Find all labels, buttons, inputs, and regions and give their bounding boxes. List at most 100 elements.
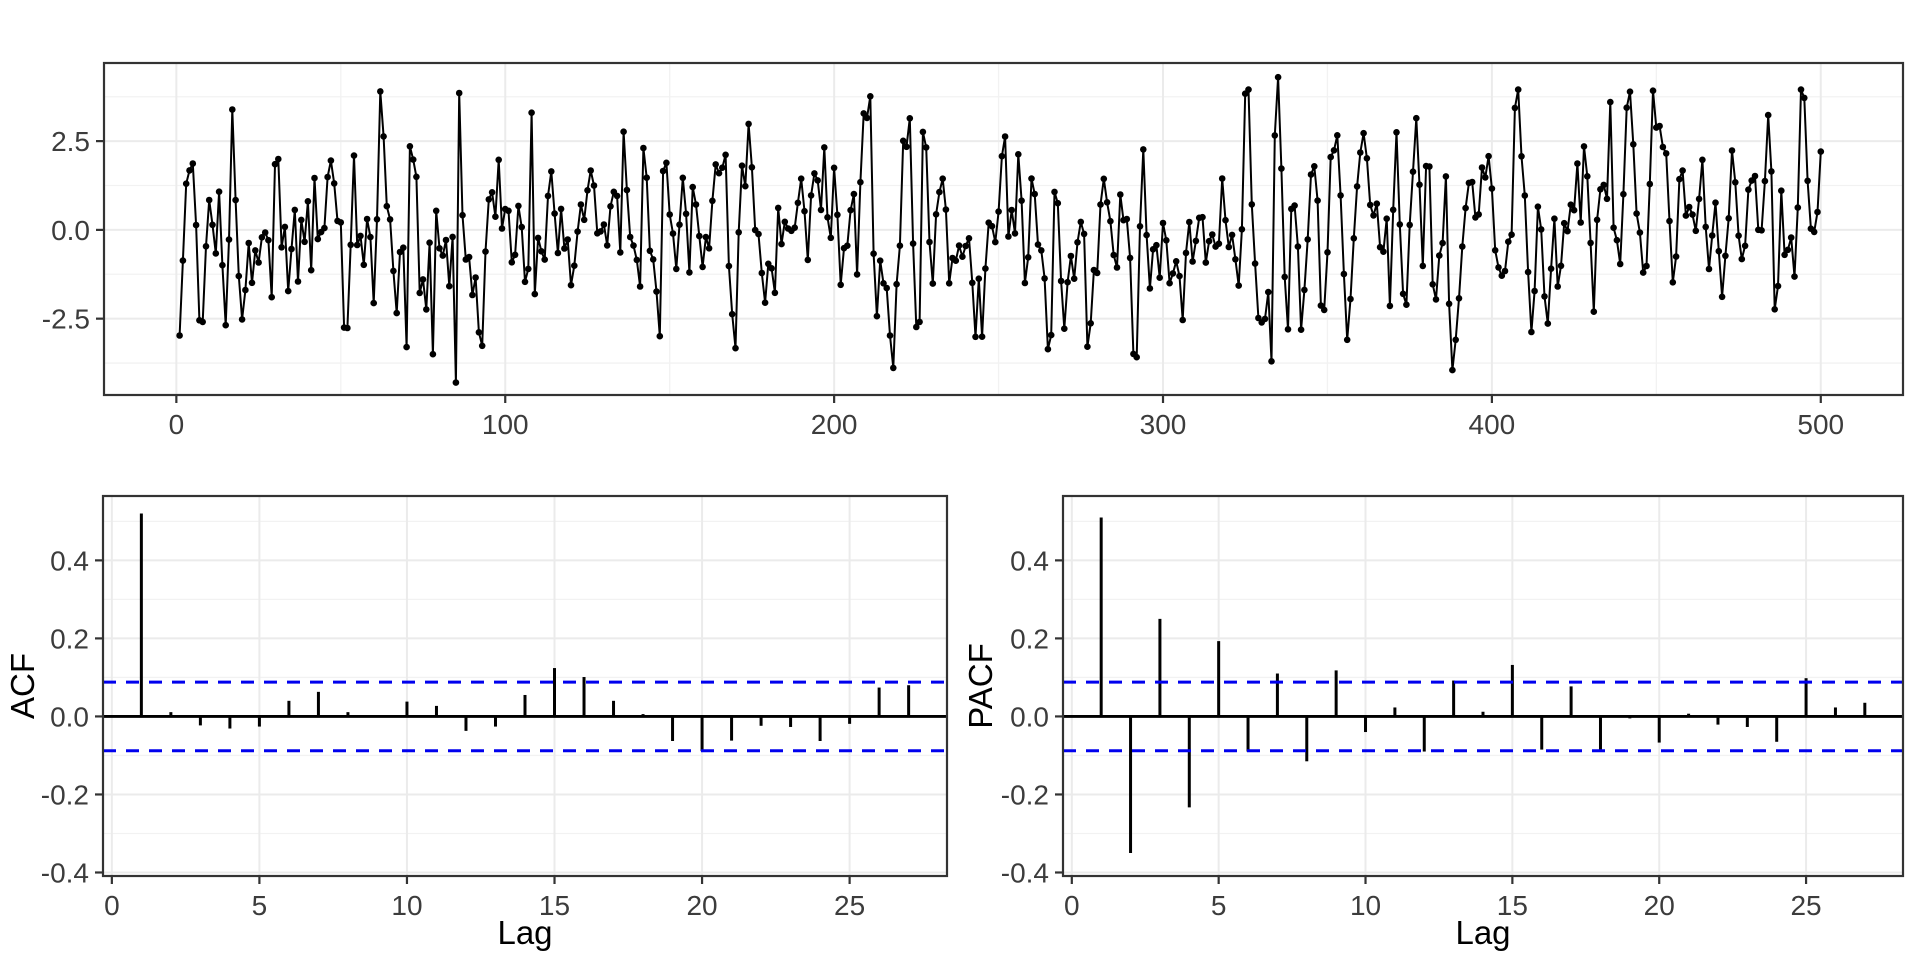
series-point: [1478, 164, 1486, 171]
series-point: [1778, 187, 1785, 194]
series-point: [1274, 73, 1282, 81]
series-point: [1103, 199, 1111, 206]
series-point: [719, 164, 726, 171]
series-point: [288, 245, 295, 253]
series-point: [212, 250, 220, 257]
series-point: [847, 206, 854, 214]
series-point: [229, 106, 236, 113]
series-point: [922, 144, 930, 151]
series-point: [419, 276, 427, 283]
series-point: [248, 279, 256, 287]
y-tick-label: 0.4: [1010, 545, 1049, 576]
series-point: [830, 164, 838, 172]
series-point: [965, 235, 973, 242]
x-tick-label: 0: [169, 409, 185, 440]
series-point: [738, 162, 746, 169]
series-point: [1738, 255, 1746, 263]
series-point: [498, 225, 506, 232]
series-point: [1705, 265, 1713, 273]
series-point: [1028, 175, 1035, 182]
series-point: [959, 253, 966, 260]
series-point: [646, 247, 654, 255]
series-point: [1001, 133, 1009, 140]
series-point: [1024, 253, 1032, 261]
series-point: [1271, 132, 1279, 139]
series-point: [1251, 260, 1259, 267]
series-point: [936, 188, 943, 196]
x-tick-label: 5: [252, 890, 268, 921]
series-point: [771, 289, 779, 297]
series-point: [1764, 111, 1772, 119]
series-point: [1574, 160, 1581, 167]
series-point: [1745, 186, 1752, 193]
series-point: [294, 278, 302, 285]
x-tick-label: 25: [834, 890, 865, 921]
series-point: [245, 239, 252, 247]
series-point: [1018, 197, 1025, 204]
series-point: [1613, 236, 1621, 244]
series-point: [742, 182, 749, 190]
series-point: [929, 280, 937, 287]
series-point: [1718, 293, 1726, 301]
series-point: [482, 248, 489, 255]
series-point: [271, 160, 279, 168]
series-point: [1672, 253, 1680, 260]
series-point: [189, 160, 197, 167]
series-point: [913, 323, 920, 331]
series-point: [755, 230, 762, 238]
series-point: [1587, 239, 1594, 247]
series-point: [544, 192, 552, 200]
series-point: [1215, 240, 1223, 247]
series-point: [1202, 259, 1210, 266]
series-point: [258, 234, 266, 241]
series-point: [1192, 237, 1200, 245]
series-point: [1413, 114, 1420, 122]
series-point: [1603, 195, 1611, 203]
series-point: [636, 283, 644, 290]
series-point: [219, 261, 226, 269]
series-point: [205, 196, 213, 204]
series-point: [1176, 272, 1183, 280]
series-point: [873, 312, 881, 320]
series-point: [400, 244, 407, 251]
series-point: [1307, 171, 1315, 178]
bars: [139, 513, 911, 752]
series-point: [1366, 201, 1374, 209]
series-point: [1505, 238, 1512, 245]
series-point: [1097, 201, 1104, 208]
series-point: [1537, 226, 1545, 233]
series-point: [853, 271, 861, 278]
series-point: [281, 223, 289, 231]
series-point: [452, 379, 460, 386]
series-line: [178, 76, 1822, 384]
series-point: [1560, 219, 1568, 227]
series-point: [1679, 167, 1686, 174]
series-point: [1551, 215, 1558, 222]
series-point: [314, 235, 322, 243]
series-point: [1057, 277, 1065, 285]
series-point: [1291, 202, 1298, 209]
series-point: [1163, 237, 1170, 244]
series-point: [1662, 150, 1670, 157]
series-point: [801, 207, 808, 215]
series-point: [988, 222, 996, 230]
series-point: [1340, 270, 1348, 278]
series-point: [791, 224, 798, 231]
series-point: [876, 257, 884, 265]
series-point: [1166, 279, 1173, 287]
series-point: [926, 238, 933, 246]
series-point: [686, 269, 693, 276]
series-point: [505, 207, 512, 215]
series-point: [485, 196, 493, 203]
series-point: [1715, 247, 1723, 255]
x-tick-label: 10: [1350, 890, 1381, 921]
series-point: [1172, 258, 1180, 265]
series-point: [880, 280, 887, 287]
series-point: [626, 233, 634, 241]
series-point: [975, 275, 983, 283]
series-point: [1156, 274, 1163, 282]
series-point: [643, 174, 650, 181]
series-point: [1666, 217, 1673, 225]
series-point: [607, 203, 614, 210]
